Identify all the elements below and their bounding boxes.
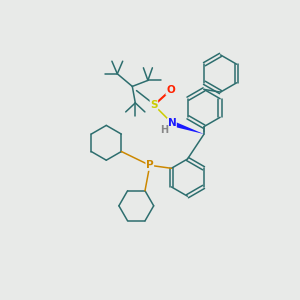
Text: S: S bbox=[150, 100, 158, 110]
Polygon shape bbox=[172, 121, 204, 134]
Text: O: O bbox=[166, 85, 175, 95]
Text: H: H bbox=[160, 125, 168, 135]
Text: P: P bbox=[146, 160, 154, 170]
Text: N: N bbox=[167, 118, 176, 128]
